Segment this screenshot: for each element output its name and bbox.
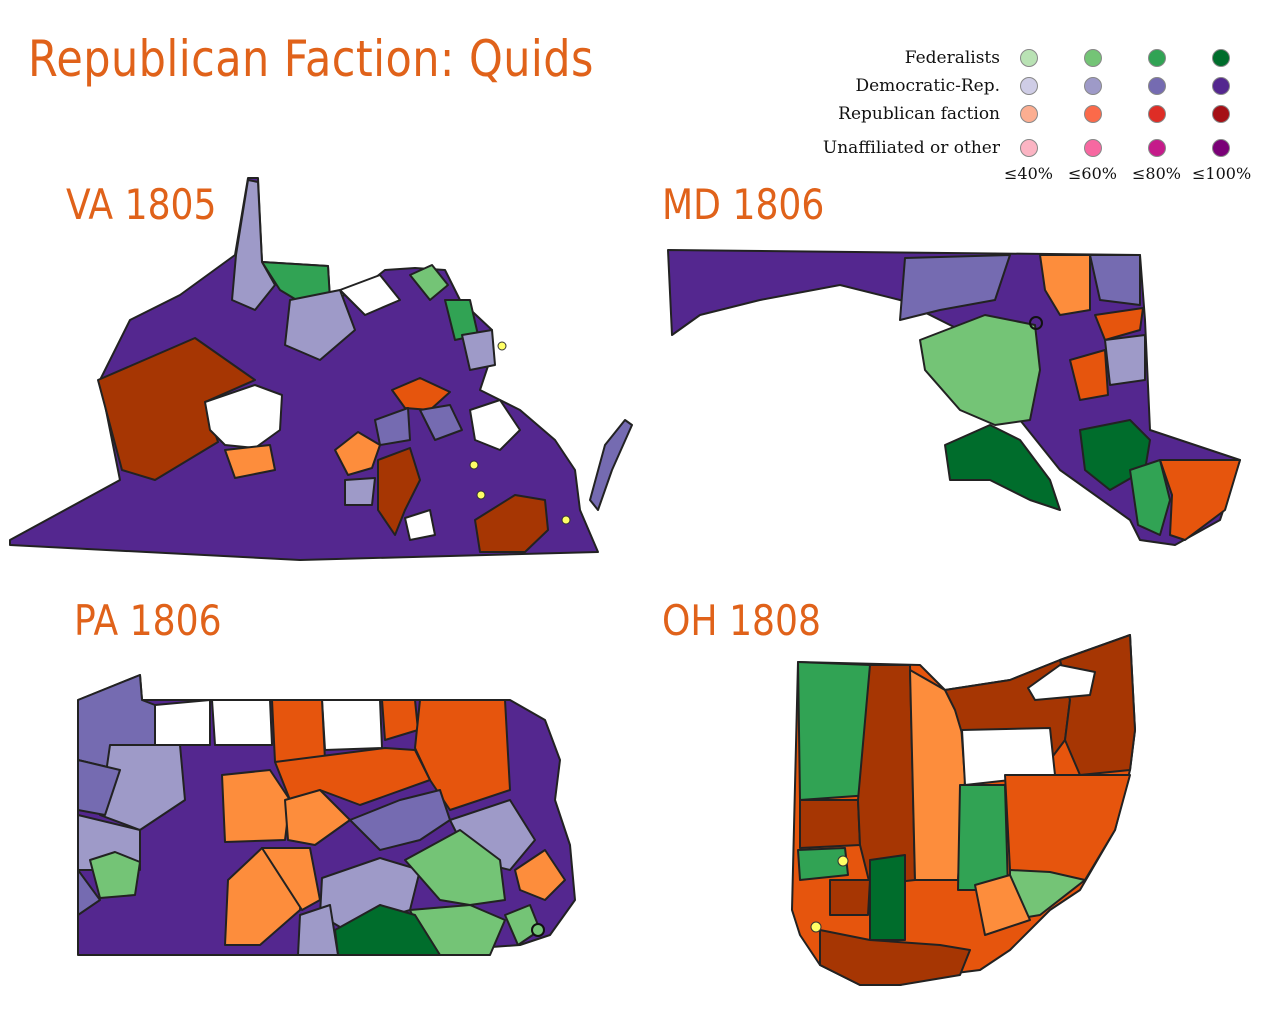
legend-swatch: [1212, 105, 1230, 123]
legend-percent-label: ≤60%: [1068, 164, 1117, 183]
oh-county-white-northeast: [1027, 664, 1096, 701]
va-county-northeast-light: [461, 329, 496, 371]
legend-swatch: [1020, 77, 1038, 95]
md-county-federalist-light: [919, 314, 1041, 426]
oh-county-northeast-dark: [1059, 634, 1136, 776]
pa-county-east-orange: [514, 849, 566, 901]
va-county-central-dark: [377, 447, 421, 536]
legend-label: Democratic-Rep.: [855, 76, 1000, 96]
oh-county-southwest-dark: [829, 879, 871, 916]
va-county-white-south: [404, 509, 436, 541]
oh-county-south-orange-light: [974, 874, 1031, 936]
va-marker-1: [497, 341, 507, 351]
map-label-va: VA 1805: [66, 180, 217, 229]
legend-swatch: [1148, 77, 1166, 95]
legend-swatch: [1084, 77, 1102, 95]
va-marker-3: [476, 490, 486, 500]
pa-philadelphia-marker: [531, 923, 545, 937]
pa-county-white-3: [321, 699, 383, 751]
legend-row-federalists: Federalists: [800, 42, 1260, 72]
md-county-orange-north: [1039, 254, 1091, 316]
legend-swatch: [1212, 49, 1230, 67]
md-county-east-fed: [1129, 459, 1171, 536]
map-label-md: MD 1806: [662, 180, 825, 229]
va-county-orange-central: [334, 431, 381, 476]
pa-county-west-fed: [89, 851, 141, 899]
legend-swatch: [1148, 105, 1166, 123]
oh-county-center-fed: [957, 784, 1009, 891]
pa-county-south-light3: [297, 904, 339, 956]
pa-county-west-mid: [77, 759, 121, 816]
va-county-white-west: [204, 384, 283, 449]
legend-label: Federalists: [904, 48, 1000, 68]
legend-label: Republican faction: [838, 104, 1000, 124]
legend-swatch: [1020, 139, 1038, 157]
map-label-pa: PA 1806: [74, 596, 222, 645]
va-marker-2: [469, 460, 479, 470]
md-county-southeast-orange: [1159, 459, 1241, 541]
pa-county-orange-northeast: [414, 699, 511, 811]
md-county-eastshore-orange: [1069, 349, 1109, 401]
legend-label: Unaffiliated or other: [822, 138, 1000, 158]
legend-swatch: [1148, 139, 1166, 157]
map-label-oh: OH 1808: [662, 596, 822, 645]
md-county-south-dark: [944, 424, 1061, 511]
va-county-orange-north: [391, 377, 451, 411]
va-county-north-light: [284, 289, 356, 361]
va-county-panhandle: [231, 179, 276, 311]
md-county-west-mid: [899, 254, 1011, 321]
map-maryland: [667, 249, 1241, 546]
oh-marker-2: [810, 921, 822, 933]
map-virginia: [9, 177, 633, 561]
legend-percent-label: ≤80%: [1132, 164, 1181, 183]
legend-swatch: [1020, 49, 1038, 67]
legend-percent-label: ≤40%: [1004, 164, 1053, 183]
va-county-orange-west: [224, 444, 276, 479]
map-ohio: [791, 634, 1136, 986]
pa-county-orange-light-center: [284, 789, 351, 846]
pa-county-white-2: [211, 699, 273, 746]
legend-row-unaffiliated: Unaffiliated or other: [800, 132, 1260, 162]
legend-swatch: [1084, 105, 1102, 123]
legend-row-republican-faction: Republican faction: [800, 98, 1260, 128]
legend-swatch: [1084, 49, 1102, 67]
oh-county-west-strip-dark: [857, 664, 916, 886]
legend-swatch: [1148, 49, 1166, 67]
pa-county-white-1: [154, 699, 211, 746]
oh-county-south-dark: [819, 929, 971, 986]
va-county-central-mid: [374, 407, 411, 446]
va-county-southeast-dark: [474, 494, 549, 553]
pa-county-southwest-mid: [77, 869, 101, 916]
md-county-orange-east: [1094, 307, 1144, 341]
va-eastern-shore: [589, 419, 633, 511]
oh-county-east-orange: [1004, 774, 1131, 881]
legend: Federalists Democratic-Rep. Republican f…: [800, 40, 1260, 190]
legend-swatch: [1212, 139, 1230, 157]
legend-swatch: [1020, 105, 1038, 123]
legend-swatch: [1212, 77, 1230, 95]
md-county-east-light: [1104, 334, 1146, 386]
oh-marker-1: [837, 855, 849, 867]
oh-county-south-fed-dark: [869, 854, 906, 941]
md-county-north-mid: [1089, 254, 1141, 306]
md-baltimore-marker: [1029, 316, 1043, 330]
pa-county-southeast-fed: [404, 829, 506, 906]
legend-row-democratic-rep: Democratic-Rep.: [800, 70, 1260, 100]
page-title: Republican Faction: Quids: [28, 30, 594, 88]
va-county-east-mid: [419, 404, 463, 441]
va-marker-4: [561, 515, 571, 525]
legend-swatch: [1084, 139, 1102, 157]
va-county-central-light: [344, 477, 376, 506]
va-county-white-northwest: [339, 274, 401, 316]
va-county-northeast-fed: [409, 264, 449, 301]
map-pennsylvania: [77, 674, 576, 956]
legend-percent-label: ≤100%: [1192, 164, 1252, 183]
va-county-white-tidewater: [469, 399, 521, 451]
pa-county-orange-north: [271, 699, 326, 763]
oh-county-west-fed2: [797, 847, 849, 881]
oh-county-west-dark: [799, 799, 861, 849]
